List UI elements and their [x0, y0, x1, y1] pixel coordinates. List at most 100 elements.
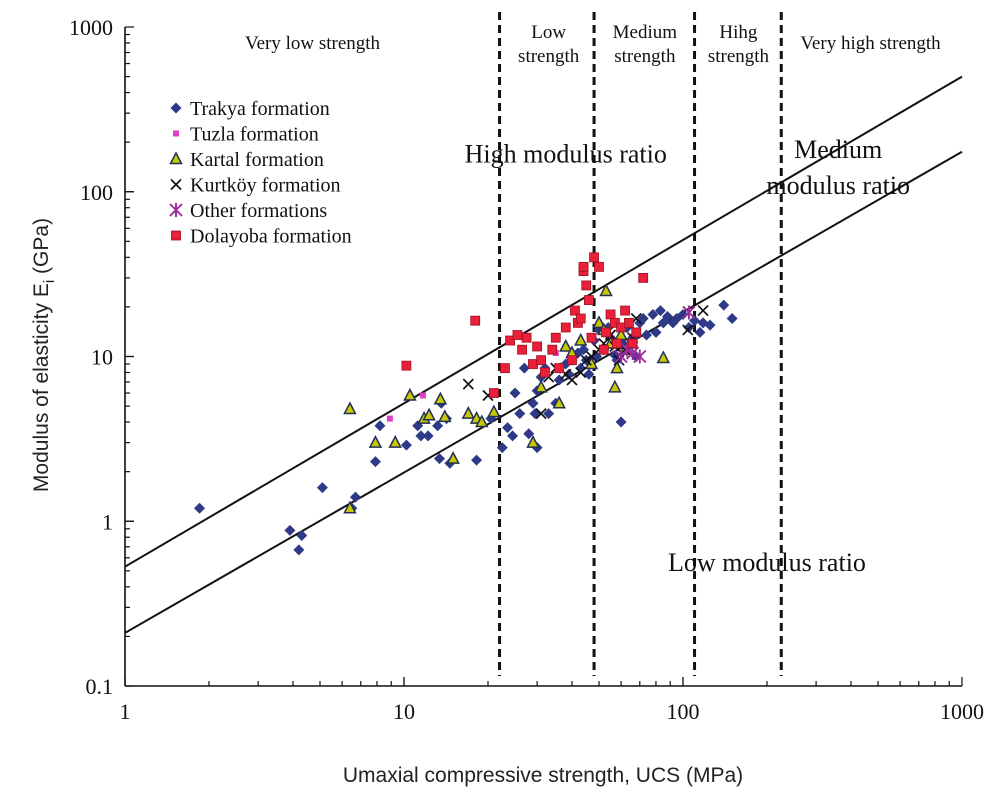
data-point — [620, 305, 630, 316]
data-point — [488, 388, 499, 398]
data-point — [470, 315, 481, 326]
data-point — [638, 272, 649, 283]
data-point — [689, 315, 701, 327]
x-tick-label: 100 — [667, 699, 700, 724]
data-point — [682, 305, 696, 320]
data-point — [624, 317, 634, 328]
data-point — [560, 322, 571, 333]
data-point — [502, 422, 514, 434]
data-point — [415, 430, 427, 442]
data-point — [349, 491, 361, 503]
legend-entry: Kartal formation — [190, 149, 324, 171]
data-point — [509, 387, 521, 399]
data-point — [368, 435, 383, 448]
legend: Trakya formation Tuzla formation Kartal fo… — [169, 98, 352, 248]
data-point — [400, 439, 412, 451]
data-point — [284, 524, 296, 536]
y-axis-title-main: Modulus of elasticity E — [30, 283, 53, 492]
data-point — [170, 178, 182, 191]
data-point — [598, 344, 609, 355]
data-point — [547, 344, 558, 355]
data-point — [543, 408, 555, 420]
data-point — [552, 395, 566, 409]
data-point — [505, 335, 515, 346]
data-point — [586, 332, 597, 343]
data-point — [694, 326, 706, 338]
data-point — [446, 450, 460, 464]
data-point — [677, 308, 689, 320]
modulus-region-label: Low modulus ratio — [668, 548, 866, 577]
data-point — [573, 332, 588, 346]
strength-zone-label: Very low strength — [245, 33, 381, 54]
data-point — [578, 261, 589, 272]
data-point — [718, 299, 730, 311]
data-point — [627, 338, 638, 349]
data-points — [194, 252, 738, 556]
strength-zone-label: strength — [518, 46, 580, 67]
y-tick-label: 10 — [91, 345, 113, 370]
data-point — [601, 327, 611, 338]
y-tick-label: 1 — [102, 509, 113, 534]
data-point — [438, 409, 452, 423]
data-point — [487, 404, 501, 418]
data-point — [599, 283, 613, 297]
data-point — [589, 252, 599, 263]
legend-entry: Kurtköy formation — [190, 175, 341, 197]
data-point — [169, 151, 183, 165]
x-axis-title: Umaxial compressive strength, UCS (MPa) — [343, 764, 743, 787]
data-point — [471, 454, 483, 466]
data-point — [369, 456, 381, 468]
y-axis-title-unit: (GPa) — [30, 218, 53, 280]
data-point — [534, 379, 548, 393]
data-point — [475, 414, 489, 428]
legend-entry: Other formations — [190, 200, 327, 222]
data-point — [316, 482, 328, 494]
data-point — [422, 430, 434, 442]
strength-boundaries — [498, 12, 783, 676]
data-point — [567, 355, 577, 366]
data-point — [462, 378, 474, 390]
data-point — [420, 392, 427, 399]
y-tick-label: 1000 — [69, 15, 113, 40]
data-point — [343, 500, 357, 514]
data-point — [536, 355, 546, 366]
data-point — [575, 366, 587, 379]
data-point — [173, 130, 179, 137]
y-axis-title: Modulus of elasticity Ei (GPa) — [30, 218, 58, 492]
data-point — [170, 102, 182, 114]
data-point — [461, 406, 476, 419]
strength-zone-label: Hihg — [719, 22, 758, 43]
x-tick-label: 10 — [393, 699, 415, 724]
data-point — [432, 420, 444, 432]
data-point — [433, 453, 445, 465]
data-point — [605, 309, 616, 320]
data-point — [171, 230, 181, 241]
data-point — [559, 338, 573, 352]
data-point — [422, 407, 436, 421]
data-point — [581, 280, 592, 291]
data-point — [523, 428, 535, 440]
data-point — [343, 401, 357, 415]
data-point — [532, 341, 543, 352]
data-point — [633, 349, 647, 364]
data-point — [433, 391, 448, 405]
data-point — [584, 295, 594, 305]
y-axis-title-subscript: i — [41, 280, 58, 283]
data-point — [654, 305, 666, 317]
data-point — [580, 354, 592, 366]
y-tick-label: 0.1 — [86, 674, 114, 699]
data-point — [517, 344, 527, 355]
data-point — [682, 324, 694, 336]
modulus-region-label: High modulus ratio — [465, 140, 667, 169]
data-point — [704, 319, 716, 331]
data-point — [550, 332, 561, 343]
legend-entry: Trakya formation — [190, 98, 330, 120]
modulus-region-label: modulus ratio — [766, 171, 910, 200]
y-tick-label: 100 — [80, 180, 113, 205]
data-point — [293, 544, 305, 556]
data-point — [726, 313, 738, 325]
data-point — [566, 374, 578, 386]
annotation-labels: Very low strength Low strength Medium streng… — [245, 22, 941, 577]
